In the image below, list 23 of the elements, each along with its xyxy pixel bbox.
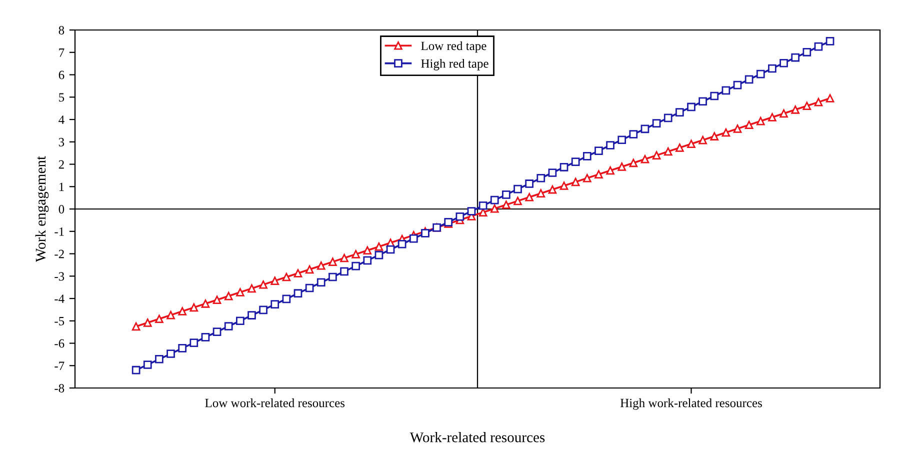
y-tick-label: -3 (54, 272, 64, 281)
y-tick-label: 2 (58, 160, 64, 169)
y-tick-label: 4 (58, 116, 64, 124)
x-tick-label: Low work-related resources (205, 398, 345, 408)
y-tick-label: -4 (54, 294, 64, 303)
x-tick-label: High work-related resources (620, 398, 762, 410)
y-tick-label: -1 (54, 227, 64, 236)
y-tick-label: 5 (59, 93, 64, 102)
legend-label: Low red tape (421, 41, 486, 53)
legend-label: High red tape (421, 58, 488, 70)
y-tick-label: -2 (54, 250, 64, 258)
y-tick-label: 7 (59, 48, 64, 57)
y-tick-label: -8 (54, 384, 64, 392)
y-tick-label: 1 (59, 182, 64, 191)
y-tick-label: -5 (54, 317, 64, 326)
y-tick-label: 6 (58, 70, 64, 80)
y-tick-label: 0 (58, 205, 64, 214)
y-tick-label: 3 (58, 138, 64, 146)
x-axis-title: Work-related resources (410, 432, 545, 442)
y-tick-label: -7 (54, 362, 64, 370)
y-tick-label: 8 (58, 26, 64, 34)
y-axis-title: Work engagement (35, 156, 49, 262)
y-tick-label: -6 (54, 339, 64, 348)
